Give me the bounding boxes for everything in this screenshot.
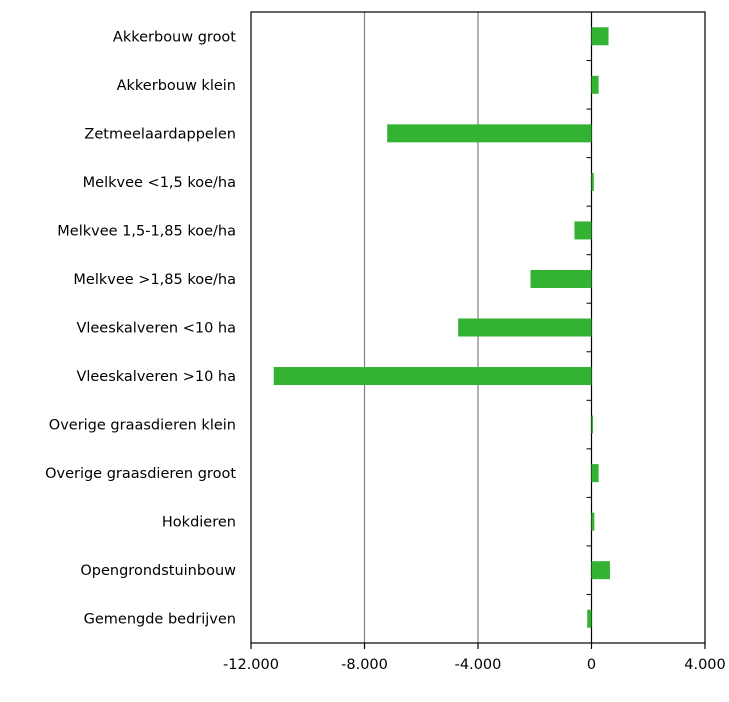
x-tick-label: -12.000 xyxy=(223,657,279,673)
bar xyxy=(387,124,592,143)
bar xyxy=(591,561,610,580)
category-label: Hokdieren xyxy=(162,515,236,531)
x-tick-label: 4.000 xyxy=(684,657,726,673)
category-label: Akkerbouw groot xyxy=(113,29,236,45)
bar xyxy=(458,318,592,337)
bar xyxy=(591,172,594,191)
category-label: Vleeskalveren <10 ha xyxy=(76,321,236,337)
x-tick-label: -8.000 xyxy=(341,657,388,673)
bar xyxy=(591,464,599,483)
category-label: Overige graasdieren groot xyxy=(45,466,236,482)
category-label: Melkvee >1,85 koe/ha xyxy=(73,272,236,288)
category-label: Gemengde bedrijven xyxy=(84,612,236,628)
bar xyxy=(591,75,599,94)
category-label: Zetmeelaardappelen xyxy=(84,126,236,142)
category-label: Melkvee 1,5-1,85 koe/ha xyxy=(57,223,236,239)
bar xyxy=(591,27,609,46)
bar xyxy=(587,609,592,628)
x-tick-label: -4.000 xyxy=(455,657,502,673)
bar xyxy=(591,512,595,531)
category-label: Opengrondstuinbouw xyxy=(80,563,236,579)
bar xyxy=(574,221,592,240)
bar xyxy=(591,415,593,434)
bar xyxy=(273,367,592,386)
category-label: Akkerbouw klein xyxy=(117,78,236,94)
category-label: Overige graasdieren klein xyxy=(49,418,236,434)
x-tick-label: 0 xyxy=(587,657,596,673)
category-label: Vleeskalveren >10 ha xyxy=(76,369,236,385)
bar xyxy=(530,269,592,288)
category-label: Melkvee <1,5 koe/ha xyxy=(83,175,236,191)
